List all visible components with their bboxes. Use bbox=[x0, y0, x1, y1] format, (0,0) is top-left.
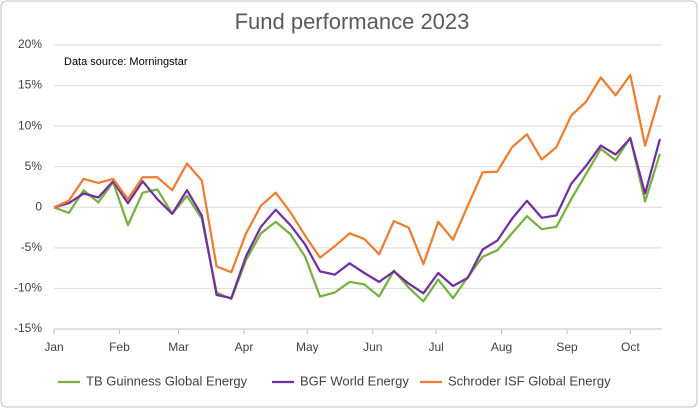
series-line bbox=[53, 136, 661, 303]
legend-item: BGF World Energy bbox=[272, 373, 409, 388]
y-tick-label: -15% bbox=[14, 321, 42, 335]
legend-label: TB Guinness Global Energy bbox=[86, 373, 248, 388]
x-tick-label: Jul bbox=[428, 340, 443, 354]
y-tick-label: -5% bbox=[21, 240, 43, 254]
x-tick-label: May bbox=[296, 340, 319, 354]
legend-item: Schroder ISF Global Energy bbox=[420, 373, 611, 388]
series-line bbox=[53, 137, 661, 300]
y-tick-label: -10% bbox=[14, 281, 42, 295]
y-tick-label: 20% bbox=[18, 37, 42, 51]
x-tick-label: Jan bbox=[44, 340, 63, 354]
legend-item: TB Guinness Global Energy bbox=[58, 373, 248, 388]
legend-label: Schroder ISF Global Energy bbox=[448, 373, 611, 388]
y-tick-label: 15% bbox=[18, 78, 42, 92]
x-tick-label: Apr bbox=[235, 340, 254, 354]
x-tick-label: Aug bbox=[491, 340, 512, 354]
x-tick-label: Sep bbox=[556, 340, 578, 354]
y-tick-label: 10% bbox=[18, 118, 42, 132]
y-tick-label: 0 bbox=[35, 199, 42, 213]
series-line bbox=[53, 73, 661, 274]
x-tick-label: Feb bbox=[109, 340, 130, 354]
chart-title: Fund performance 2023 bbox=[235, 9, 470, 34]
x-tick-label: Oct bbox=[621, 340, 640, 354]
legend-label: BGF World Energy bbox=[300, 373, 409, 388]
y-tick-label: 5% bbox=[25, 159, 43, 173]
x-tick-label: Mar bbox=[168, 340, 189, 354]
x-tick-label: Jun bbox=[363, 340, 382, 354]
annotation: Data source: Morningstar bbox=[64, 56, 188, 68]
